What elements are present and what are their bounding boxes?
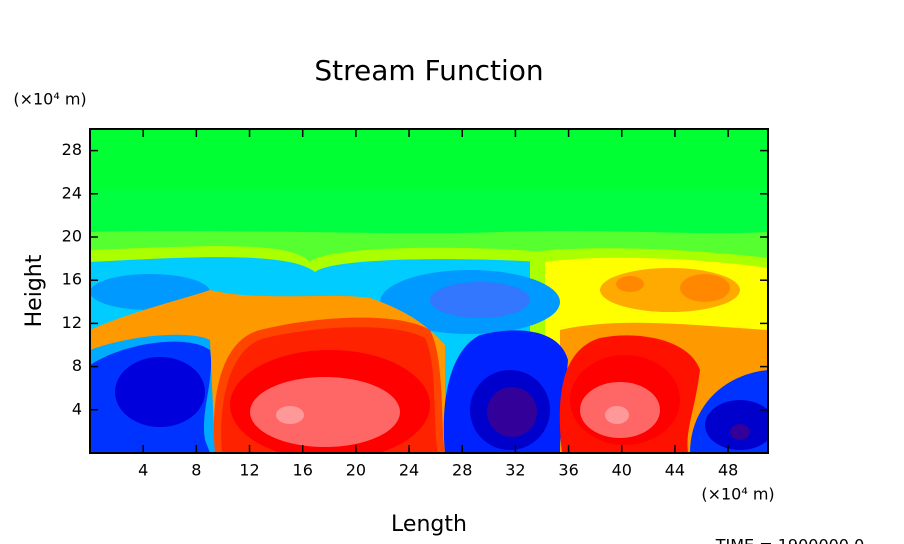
x-tick-label: 32 bbox=[505, 461, 525, 480]
x-tick-label: 8 bbox=[191, 461, 201, 480]
x-tick-label: 16 bbox=[293, 461, 313, 480]
contour-field bbox=[90, 129, 768, 453]
y-tick-label: 4 bbox=[72, 399, 82, 418]
x-tick-label: 20 bbox=[346, 461, 366, 480]
y-tick-label: 20 bbox=[62, 227, 82, 246]
x-tick-label: 36 bbox=[558, 461, 578, 480]
x-axis-label: Length bbox=[391, 512, 467, 537]
x-tick-label: 4 bbox=[138, 461, 148, 480]
x-tick-label: 28 bbox=[452, 461, 472, 480]
y-tick-label: 28 bbox=[62, 140, 82, 159]
y-tick-label: 8 bbox=[72, 356, 82, 375]
x-tick-label: 48 bbox=[718, 461, 738, 480]
x-unit: (×10⁴ m) bbox=[701, 485, 774, 504]
time-label: TIME = 1900000.0 bbox=[715, 536, 865, 544]
chart-title: Stream Function bbox=[314, 54, 543, 87]
y-tick-label: 12 bbox=[62, 313, 82, 332]
y-axis-label: Height bbox=[22, 254, 47, 327]
plot-frame bbox=[89, 128, 769, 454]
x-tick-label: 24 bbox=[399, 461, 419, 480]
x-tick-label: 44 bbox=[665, 461, 685, 480]
x-tick-label: 40 bbox=[612, 461, 632, 480]
y-unit: (×10⁴ m) bbox=[13, 90, 86, 109]
y-tick-label: 16 bbox=[62, 270, 82, 289]
x-tick-label: 12 bbox=[239, 461, 259, 480]
y-tick-label: 24 bbox=[62, 183, 82, 202]
